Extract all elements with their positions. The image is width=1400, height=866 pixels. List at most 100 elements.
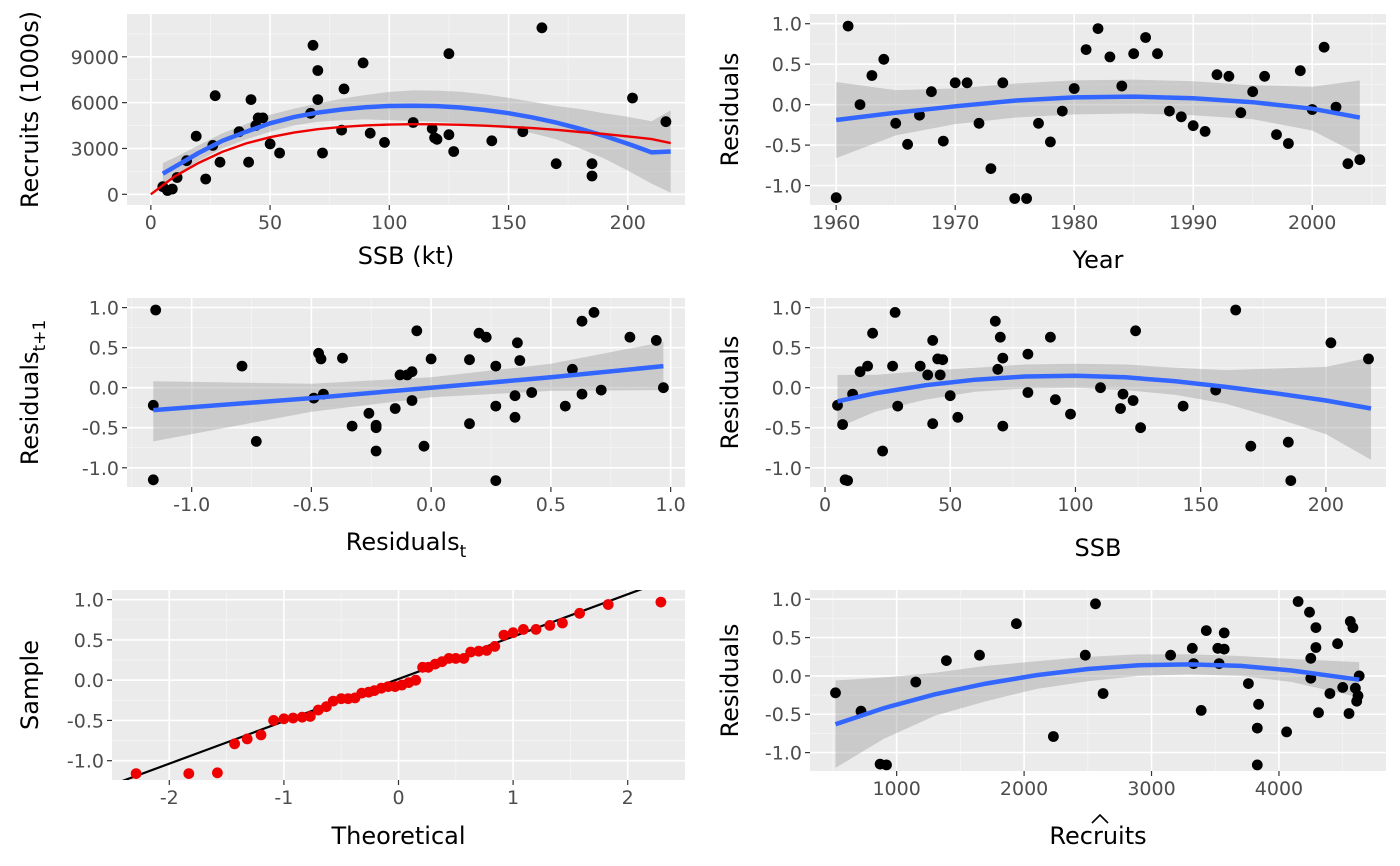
y-tick-label: 0.0 <box>74 670 104 692</box>
data-point <box>1230 304 1242 316</box>
y-tick-label: 1.0 <box>89 298 119 320</box>
data-point <box>150 304 162 316</box>
data-point <box>1247 86 1259 98</box>
y-axis-title: Residuals <box>716 53 744 167</box>
x-axis-title: Residualst <box>346 528 467 562</box>
data-point <box>490 475 502 486</box>
y-tick-label: 0.0 <box>89 378 119 400</box>
data-point <box>406 395 418 406</box>
data-point <box>892 400 904 412</box>
data-point <box>1092 23 1104 34</box>
data-point <box>315 353 327 365</box>
data-point <box>1292 596 1304 607</box>
data-point <box>1354 154 1366 166</box>
data-point <box>130 768 142 779</box>
data-point <box>458 653 470 664</box>
data-point <box>1304 606 1315 618</box>
data-point <box>660 116 672 128</box>
smooth-line <box>834 662 1360 727</box>
data-point <box>410 674 422 686</box>
data-point <box>941 655 952 666</box>
x-tick-label: 0 <box>819 494 831 516</box>
data-point <box>245 94 257 105</box>
data-point <box>1281 726 1292 738</box>
data-point <box>992 363 1004 375</box>
data-point <box>1347 622 1359 633</box>
y-tick-label: 6000 <box>71 93 119 115</box>
data-point <box>1294 65 1306 77</box>
data-point <box>304 711 316 722</box>
data-point <box>878 53 890 65</box>
data-point <box>1177 400 1189 412</box>
data-point <box>448 146 460 157</box>
x-tick-label: -1.0 <box>173 494 210 516</box>
data-point <box>1011 618 1022 630</box>
panel-lag: -1.0 -0.5 0.0 0.5 1.0 -1.0 -0.5 0.0 0.5 1.0 Residu… <box>16 298 686 562</box>
data-point <box>1022 387 1034 398</box>
data-point <box>1218 643 1230 655</box>
x-tick-label: 100 <box>371 212 407 234</box>
data-point <box>338 83 350 95</box>
plot-area <box>830 596 1365 771</box>
data-point <box>934 369 946 381</box>
data-point <box>1079 649 1091 661</box>
data-point <box>1318 41 1330 53</box>
x-axis-title: Year <box>1072 246 1124 274</box>
data-point <box>268 715 279 726</box>
y-tick-label: -0.5 <box>765 418 802 440</box>
data-point <box>229 738 241 750</box>
data-point <box>952 411 964 423</box>
panel-rhat: 1000 2000 3000 4000 -1.0 -0.5 0.0 0.5 1.0 Recruit… <box>716 589 1386 850</box>
data-point <box>1283 138 1294 149</box>
data-point <box>1165 649 1176 661</box>
data-point <box>1050 394 1061 406</box>
data-point <box>1022 348 1034 360</box>
x-tick-label: 2000 <box>1288 212 1336 234</box>
y-tick-label: 1.0 <box>772 298 802 320</box>
y-tick-label: 9000 <box>71 47 119 69</box>
y-tick-label: -0.5 <box>82 418 119 440</box>
data-point <box>1021 193 1032 204</box>
data-point <box>183 768 195 779</box>
data-point <box>866 70 878 81</box>
data-point <box>927 335 939 346</box>
data-point <box>867 327 878 339</box>
confidence-band <box>835 654 1360 768</box>
x-tick-label: 1980 <box>1050 212 1098 234</box>
data-point <box>530 624 542 635</box>
data-point <box>557 617 568 629</box>
data-point <box>550 158 562 170</box>
panel-year: 1960 1970 1980 1990 2000 -1.0 -0.5 0.0 0.5 1.0 Yea… <box>716 14 1386 274</box>
data-point <box>1175 111 1187 123</box>
data-point <box>1245 440 1257 452</box>
data-point <box>364 127 376 139</box>
data-point <box>509 411 521 423</box>
data-point <box>567 363 578 375</box>
x-tick-label: 0 <box>145 212 157 234</box>
data-point <box>481 645 493 656</box>
data-point <box>241 733 253 745</box>
data-point <box>862 360 873 372</box>
data-point <box>1343 708 1355 719</box>
data-point <box>514 355 526 366</box>
y-axis-title: Residuals <box>716 336 744 450</box>
data-point <box>287 712 299 724</box>
data-point <box>1235 107 1247 119</box>
data-point <box>1313 707 1324 719</box>
x-tick-label: 1960 <box>812 212 860 234</box>
x-tick-label: 4000 <box>1255 778 1303 800</box>
y-tick-label: -1.0 <box>67 751 104 773</box>
data-point <box>526 387 538 398</box>
data-point <box>997 420 1009 432</box>
data-point <box>586 158 598 170</box>
data-point <box>443 48 455 60</box>
data-point <box>296 711 308 723</box>
x-tick-label: 1990 <box>1169 212 1217 234</box>
data-point <box>1186 642 1198 654</box>
data-point <box>655 596 667 608</box>
y-tick-label: 0.5 <box>772 54 802 76</box>
data-point <box>274 147 285 159</box>
data-point <box>464 354 475 366</box>
data-point <box>889 307 901 318</box>
y-tick-label: 1.0 <box>772 589 802 611</box>
